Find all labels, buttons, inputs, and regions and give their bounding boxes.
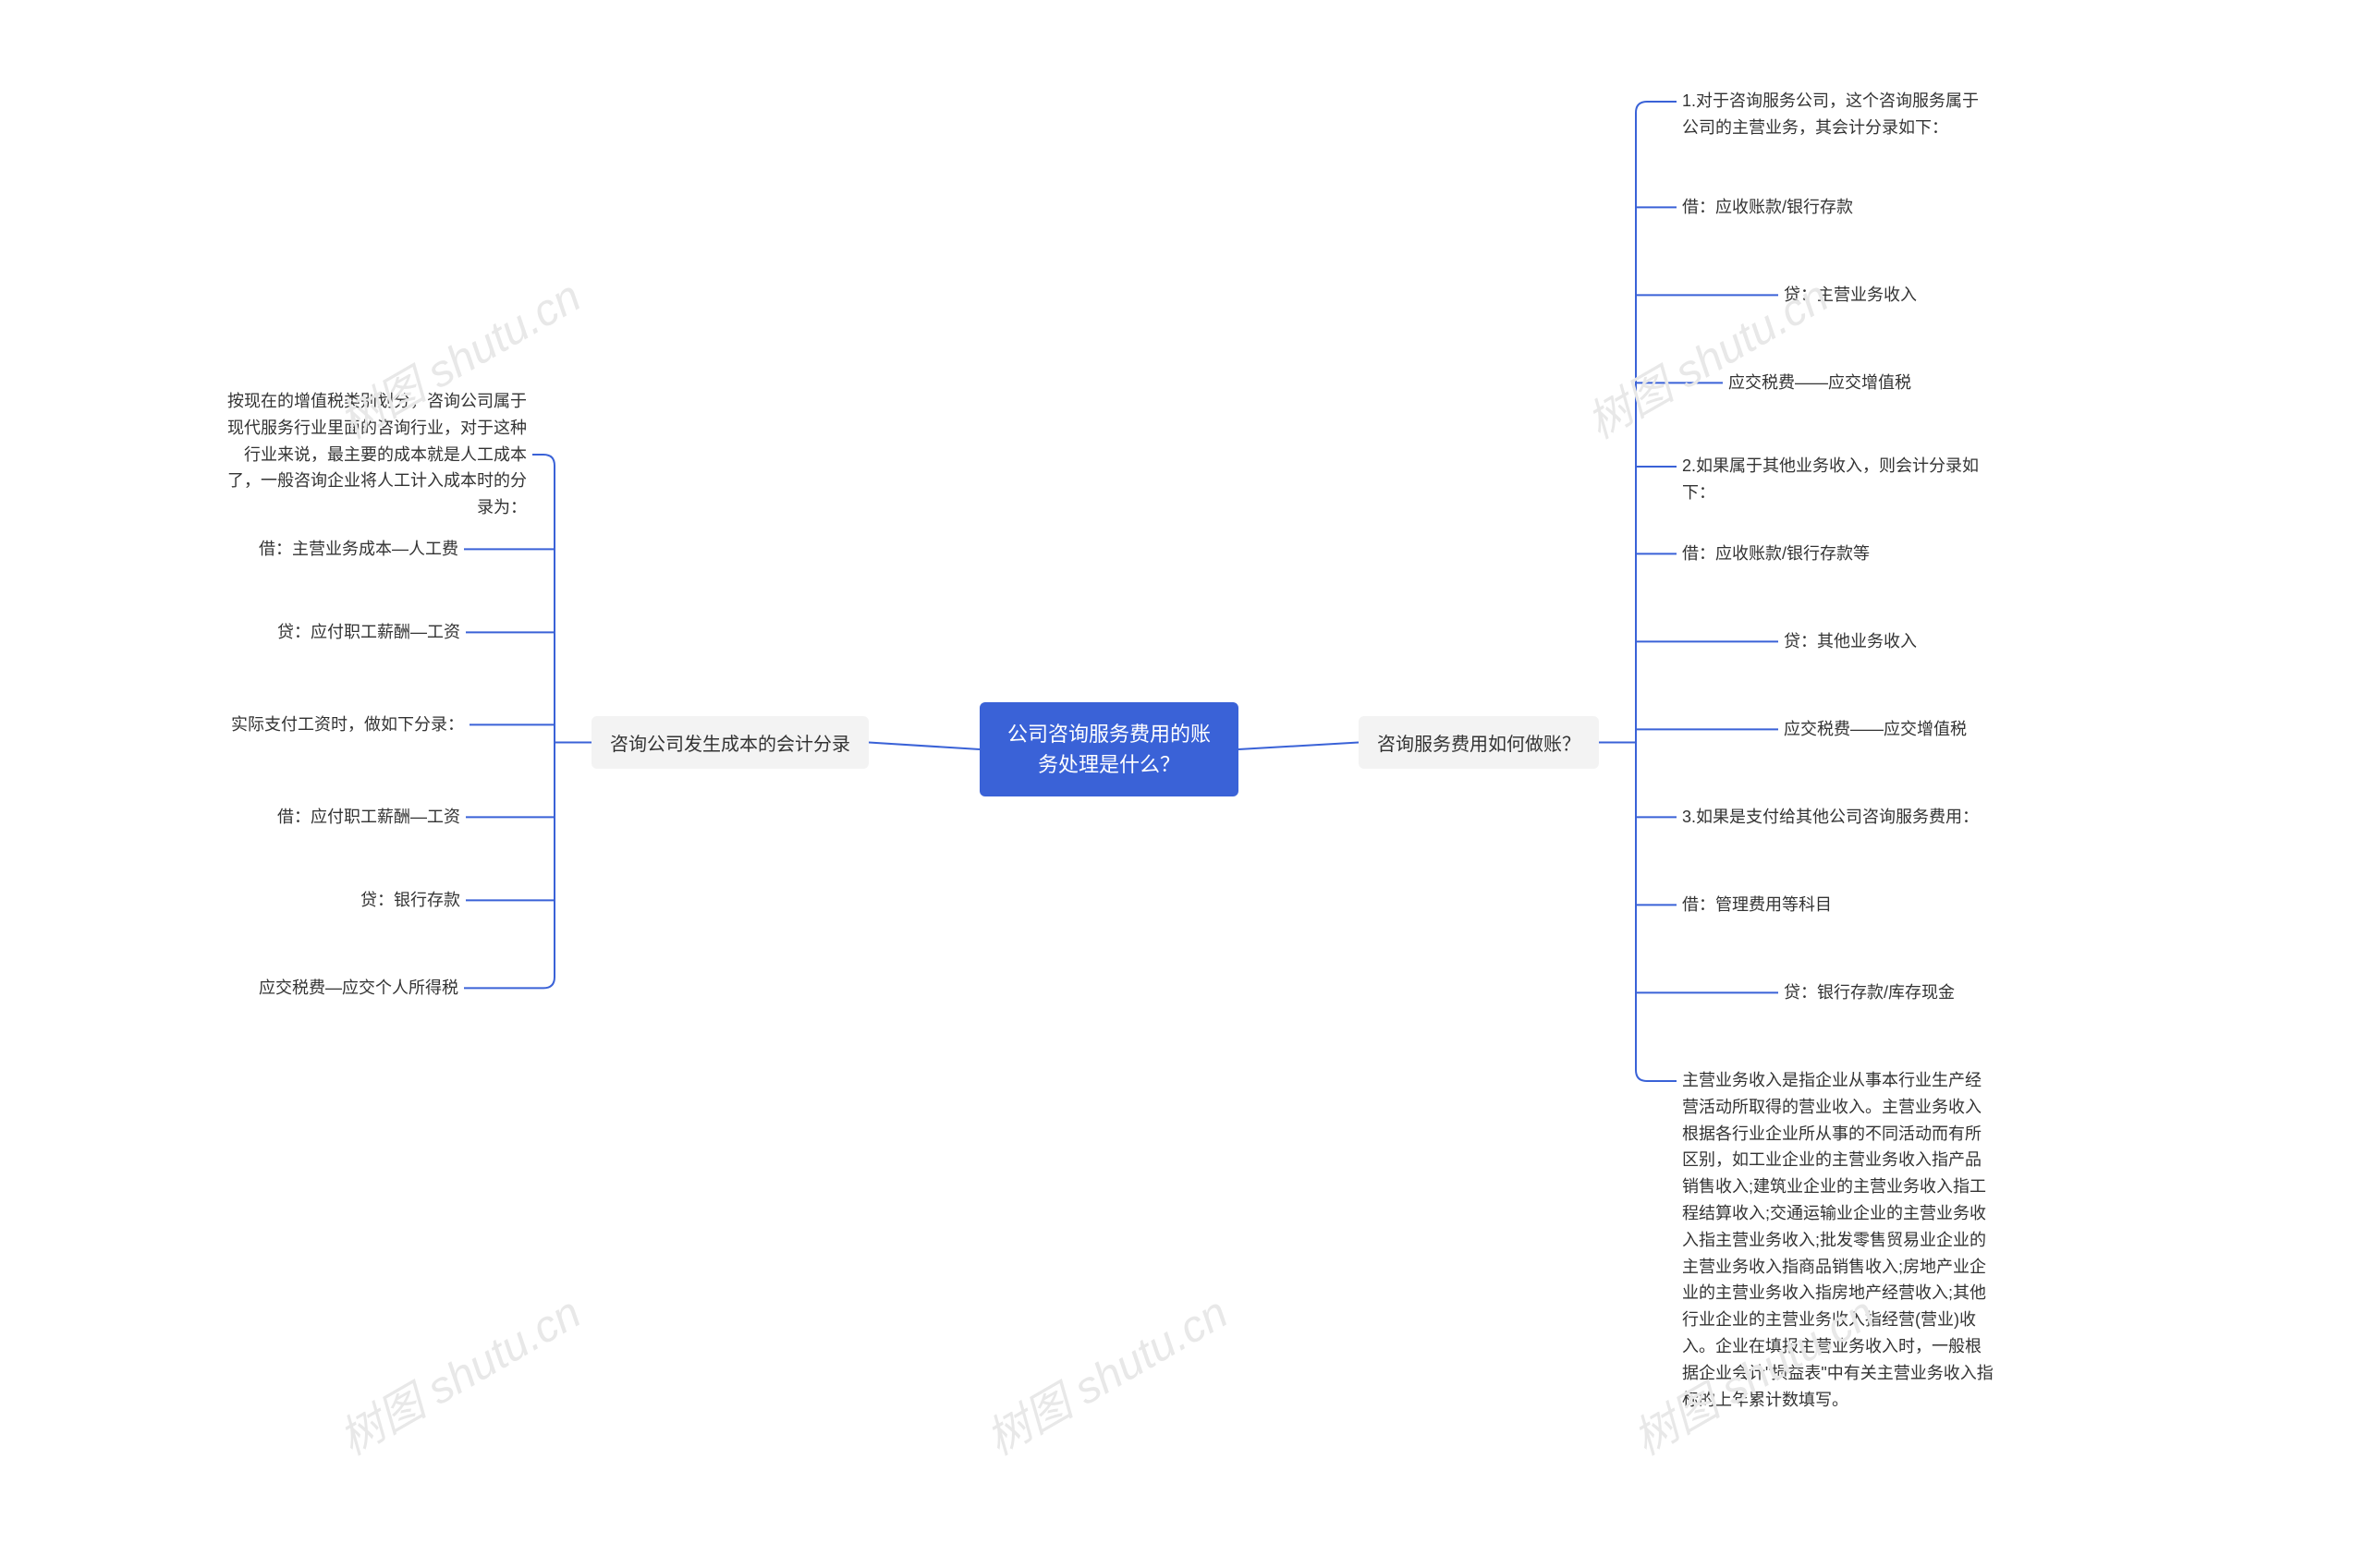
right-leaf-10: 贷：银行存款/库存现金 <box>1784 979 1955 1006</box>
watermark-3: 树图 shutu.cn <box>972 1277 1238 1467</box>
right-leaf-6: 贷：其他业务收入 <box>1784 628 1917 655</box>
left-leaf-4: 借：应付职工薪酬—工资 <box>277 804 460 831</box>
right-branch-node[interactable]: 咨询服务费用如何做账？ <box>1359 716 1599 769</box>
right-leaf-8: 3.如果是支付给其他公司咨询服务费用： <box>1682 804 1979 831</box>
left-leaf-1: 借：主营业务成本—人工费 <box>259 536 458 563</box>
right-leaf-0: 1.对于咨询服务公司，这个咨询服务属于公司的主营业务，其会计分录如下： <box>1682 88 1987 141</box>
left-leaf-5: 贷：银行存款 <box>360 887 460 914</box>
watermark-2: 树图 shutu.cn <box>325 1277 591 1467</box>
left-branch-node[interactable]: 咨询公司发生成本的会计分录 <box>592 716 869 769</box>
right-leaf-11: 主营业务收入是指企业从事本行业生产经营活动所取得的营业收入。主营业务收入根据各行… <box>1682 1067 1996 1413</box>
right-leaf-3: 应交税费——应交增值税 <box>1728 370 1911 396</box>
right-leaf-9: 借：管理费用等科目 <box>1682 892 1832 918</box>
root-node[interactable]: 公司咨询服务费用的账务处理是什么？ <box>980 702 1238 796</box>
left-leaf-2: 贷：应付职工薪酬—工资 <box>277 619 460 646</box>
left-leaf-6: 应交税费—应交个人所得税 <box>259 975 458 1002</box>
right-leaf-2: 贷：主营业务收入 <box>1784 282 1917 309</box>
right-leaf-5: 借：应收账款/银行存款等 <box>1682 541 1870 567</box>
right-leaf-1: 借：应收账款/银行存款 <box>1682 194 1853 221</box>
right-leaf-4: 2.如果属于其他业务收入，则会计分录如下： <box>1682 453 1987 506</box>
left-leaf-0: 按现在的增值税类别划分，咨询公司属于现代服务行业里面的咨询行业，对于这种行业来说… <box>222 388 527 521</box>
left-leaf-3: 实际支付工资时，做如下分录： <box>231 711 464 738</box>
right-leaf-7: 应交税费——应交增值税 <box>1784 716 1967 743</box>
